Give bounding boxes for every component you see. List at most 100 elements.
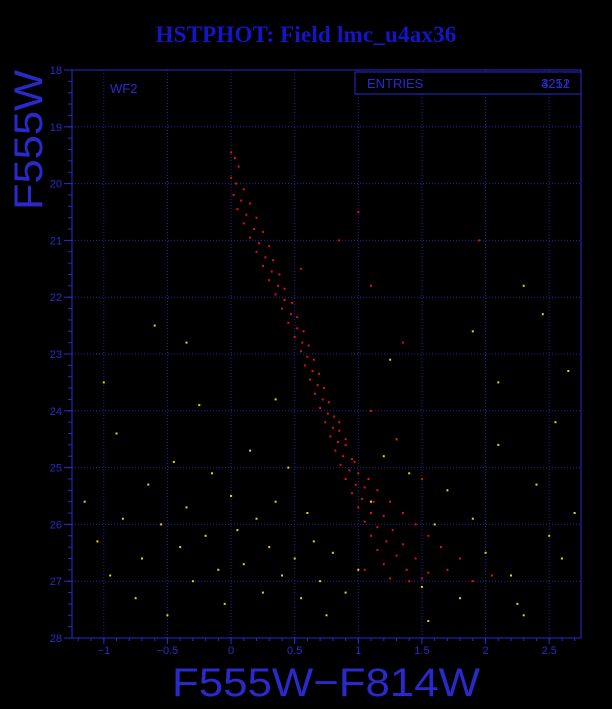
y-tick-label: 25	[50, 463, 62, 475]
data-point	[376, 526, 379, 529]
data-point	[338, 239, 341, 242]
y-tick-label: 20	[50, 179, 62, 191]
y-tick-label: 24	[50, 406, 62, 418]
data-point	[354, 483, 357, 486]
data-point	[134, 597, 137, 600]
data-point	[232, 194, 235, 196]
data-point	[446, 568, 449, 571]
data-point	[370, 500, 372, 503]
data-point	[204, 534, 207, 537]
data-point	[401, 512, 404, 514]
stats-value: 4251	[541, 76, 570, 91]
data-point	[344, 478, 347, 480]
data-point	[153, 324, 156, 327]
data-point	[306, 512, 309, 514]
data-point	[316, 384, 319, 387]
grid	[72, 70, 581, 638]
data-point	[287, 321, 290, 324]
data-point	[408, 580, 411, 583]
data-point	[420, 585, 423, 588]
data-point	[395, 438, 398, 441]
data-point	[376, 489, 379, 492]
data-point	[459, 597, 462, 600]
y-tick-label: 23	[50, 349, 62, 361]
data-point	[348, 469, 351, 472]
data-point	[323, 387, 325, 390]
x-tick-label: 1	[355, 645, 361, 657]
data-point	[321, 398, 324, 401]
data-point	[281, 307, 283, 310]
data-point	[363, 486, 366, 489]
x-tick-label: −1	[98, 645, 111, 657]
data-point	[166, 614, 169, 617]
data-points	[83, 151, 576, 622]
data-point	[367, 478, 370, 480]
data-point	[317, 372, 320, 375]
data-point	[337, 441, 339, 443]
data-point	[510, 574, 512, 577]
data-point	[223, 602, 226, 605]
x-tick-label: 0	[228, 645, 234, 657]
data-point	[109, 574, 112, 577]
x-axis-title: F555W−F814W	[172, 661, 480, 705]
data-point	[268, 245, 271, 248]
data-point	[351, 492, 353, 495]
chart-title: HSTPHOT: Field lmc_u4ax36	[155, 22, 457, 47]
data-point	[319, 407, 322, 409]
data-point	[497, 381, 500, 384]
data-point	[389, 358, 392, 361]
data-point	[314, 392, 316, 395]
data-point	[283, 299, 286, 301]
y-tick-label: 19	[50, 122, 62, 134]
data-point	[342, 455, 344, 458]
data-point	[382, 563, 385, 566]
data-point	[382, 514, 385, 517]
data-point	[319, 580, 322, 583]
data-point	[230, 151, 233, 154]
data-point	[353, 460, 356, 463]
data-point	[172, 460, 175, 463]
data-point	[311, 370, 314, 372]
data-point	[287, 466, 290, 469]
data-point	[249, 236, 252, 239]
data-point	[357, 472, 360, 475]
data-point	[344, 438, 347, 441]
data-point	[516, 602, 519, 605]
data-point	[249, 449, 252, 452]
y-tick-label: 21	[50, 235, 62, 247]
data-point	[242, 563, 245, 566]
data-point	[236, 208, 239, 211]
data-point	[326, 412, 329, 415]
data-point	[357, 506, 360, 509]
data-point	[302, 330, 305, 333]
data-point	[357, 211, 360, 213]
data-point	[541, 313, 544, 316]
data-point	[389, 577, 392, 580]
data-point	[385, 540, 388, 543]
data-point	[522, 614, 525, 617]
data-point	[357, 568, 360, 571]
data-point	[306, 355, 309, 358]
data-point	[96, 540, 99, 543]
data-point	[121, 517, 124, 520]
data-point	[233, 157, 236, 159]
data-point	[300, 350, 303, 353]
data-point	[338, 421, 341, 424]
data-point	[333, 415, 336, 418]
data-point	[344, 591, 347, 594]
data-point	[185, 341, 188, 344]
data-point	[567, 370, 570, 372]
data-point	[391, 529, 394, 532]
data-point	[147, 483, 150, 486]
data-point	[389, 500, 392, 503]
data-point	[217, 568, 220, 571]
x-tick-label: −0.5	[157, 645, 179, 657]
data-point	[331, 551, 334, 554]
data-point	[363, 520, 366, 523]
data-point	[440, 546, 442, 549]
data-point	[261, 265, 264, 267]
data-point	[376, 549, 379, 551]
y-tick-label: 26	[50, 519, 62, 531]
data-point	[338, 429, 341, 432]
x-tick-label: 2	[483, 645, 489, 657]
